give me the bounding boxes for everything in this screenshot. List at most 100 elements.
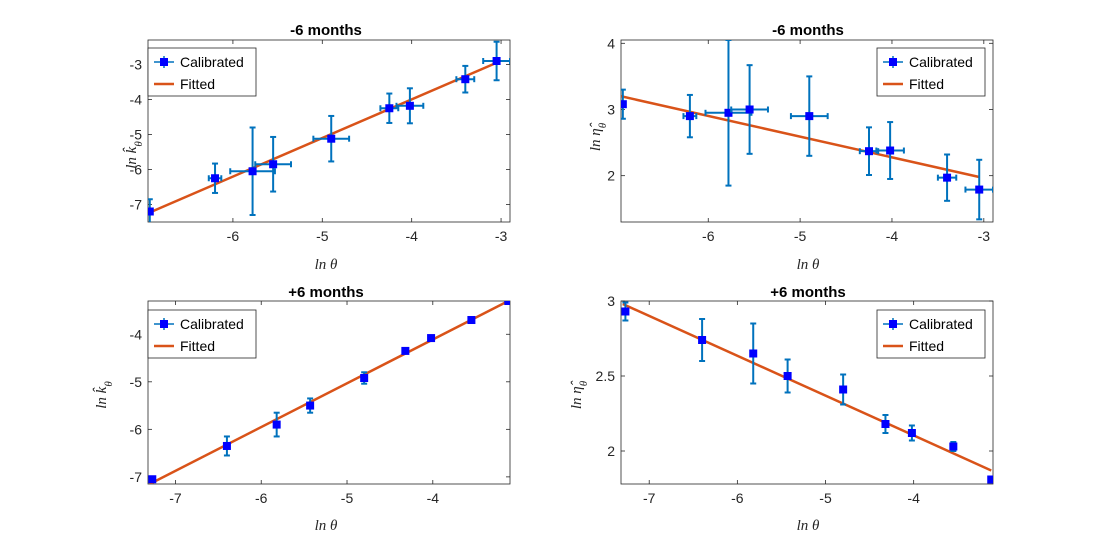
- calibrated-point: [839, 373, 848, 406]
- calibrated-marker: [881, 420, 890, 428]
- calibrated-point: [783, 358, 792, 394]
- calibrated-marker: [222, 441, 231, 450]
- y-tick-label: -6: [130, 162, 143, 178]
- calibrated-marker: [461, 75, 470, 84]
- x-tick-label: -7: [643, 490, 656, 506]
- x-tick-label: -5: [316, 228, 329, 244]
- legend-box: [147, 47, 257, 97]
- calibrated-point: [148, 475, 157, 484]
- y-tick-label: -4: [130, 326, 143, 342]
- y-tick-label: -5: [130, 127, 143, 143]
- calibrated-point: [964, 158, 993, 221]
- panel-bottom-left: +6 months -7 -6 -5 -4 -7 -6 -5 -4 ln θ ln k̂θ C…: [93, 284, 511, 534]
- calibrated-marker: [272, 420, 281, 429]
- calibrated-point: [312, 114, 351, 163]
- panel-top-left: -6 months -6 -5 -4 -3 -7 -6 -5 -4 -3 ln θ ln k̂θ…: [123, 22, 511, 273]
- calibrated-marker: [385, 104, 394, 113]
- legend-fitted-label: Fitted: [180, 338, 215, 354]
- calibrated-point: [682, 93, 698, 139]
- calibrated-point: [427, 334, 436, 343]
- y-tick-label: 3: [607, 293, 615, 309]
- calibrated-marker: [907, 429, 916, 437]
- y-tick-label: 2: [607, 443, 615, 459]
- y-tick-label: 4: [607, 35, 615, 51]
- panel-bottom-right: +6 months -7 -6 -5 -4 2 2.5 3 ln θ ln η̂θ Cali…: [569, 284, 994, 534]
- legend-box: [876, 309, 986, 359]
- panel-title: +6 months: [770, 284, 845, 301]
- legend: Calibrated Fitted: [876, 47, 986, 97]
- legend-calibrated-marker: [154, 56, 174, 68]
- calibrated-marker: [148, 475, 157, 484]
- legend-box: [876, 47, 986, 97]
- calibrated-marker: [504, 301, 510, 305]
- calibrated-point: [482, 40, 510, 82]
- legend-calibrated-label: Calibrated: [909, 316, 973, 332]
- x-axis-label: ln θ: [797, 257, 820, 273]
- y-tick-label: -3: [130, 57, 143, 73]
- calibrated-point: [704, 40, 753, 187]
- calibrated-point: [467, 316, 476, 325]
- calibrated-marker: [621, 100, 627, 109]
- panel-top-right: -6 months -6 -5 -4 -3 2 3 4 ln θ ln η̂θ Calibr…: [588, 22, 994, 273]
- legend-box: [147, 309, 257, 359]
- legend-calibrated-label: Calibrated: [909, 54, 973, 70]
- calibrated-point: [749, 322, 758, 385]
- y-axis-label: ln η̂θ: [569, 380, 590, 409]
- calibrated-marker: [987, 475, 993, 484]
- legend-calibrated-marker: [883, 56, 903, 68]
- calibrated-point: [987, 475, 993, 484]
- legend-calibrated-marker: [883, 318, 903, 330]
- data-layer: [621, 301, 993, 484]
- x-tick-label: -3: [495, 228, 508, 244]
- legend-calibrated-label: Calibrated: [180, 316, 244, 332]
- calibrated-marker: [805, 112, 814, 121]
- calibrated-marker: [360, 374, 369, 383]
- calibrated-marker: [467, 316, 476, 325]
- x-tick-label: -4: [405, 228, 418, 244]
- plot-area: -6 -5 -4 -3 2 3 4: [607, 35, 994, 244]
- calibrated-point: [881, 414, 890, 434]
- y-tick-label: -7: [130, 197, 143, 213]
- fitted-line: [149, 301, 509, 484]
- calibrated-marker: [492, 57, 501, 65]
- calibrated-point: [148, 198, 154, 222]
- calibrated-point: [254, 135, 293, 193]
- legend-fitted-label: Fitted: [180, 76, 215, 92]
- x-tick-label: -4: [886, 228, 899, 244]
- fitted-line: [621, 95, 980, 179]
- y-axis-label-base: ln k̂: [123, 146, 140, 168]
- calibrated-point: [621, 88, 627, 120]
- calibrated-point: [907, 424, 916, 442]
- y-tick-label: -7: [130, 469, 143, 485]
- calibrated-marker: [148, 207, 154, 216]
- data-layer: [148, 301, 510, 484]
- legend-fitted-label: Fitted: [909, 76, 944, 92]
- calibrated-marker: [405, 101, 414, 110]
- x-tick-label: -5: [341, 490, 354, 506]
- data-layer: [621, 40, 993, 221]
- legend-calibrated-marker: [154, 318, 174, 330]
- y-tick-label: 3: [607, 101, 615, 117]
- y-axis-label-sub: θ: [578, 380, 590, 386]
- x-tick-label: -7: [169, 490, 182, 506]
- calibrated-marker: [306, 401, 315, 410]
- calibrated-point: [401, 346, 410, 355]
- y-axis-label-base: ln η̂: [569, 380, 585, 409]
- calibrated-point: [207, 162, 223, 194]
- calibrated-marker: [865, 147, 873, 156]
- calibrated-point: [698, 318, 707, 362]
- calibrated-marker: [698, 336, 707, 344]
- calibrated-point: [395, 87, 425, 125]
- panel-title: -6 months: [290, 22, 362, 39]
- x-tick-label: -4: [427, 490, 440, 506]
- calibrated-marker: [745, 105, 754, 114]
- calibrated-point: [229, 126, 276, 216]
- x-axis-label: ln θ: [797, 518, 820, 534]
- calibrated-marker: [327, 134, 336, 143]
- panel-title: +6 months: [288, 284, 363, 301]
- y-axis-label: ln k̂θ: [93, 381, 115, 409]
- calibrated-marker: [211, 174, 220, 183]
- calibrated-point: [730, 64, 769, 155]
- x-axis-label: ln θ: [315, 257, 338, 273]
